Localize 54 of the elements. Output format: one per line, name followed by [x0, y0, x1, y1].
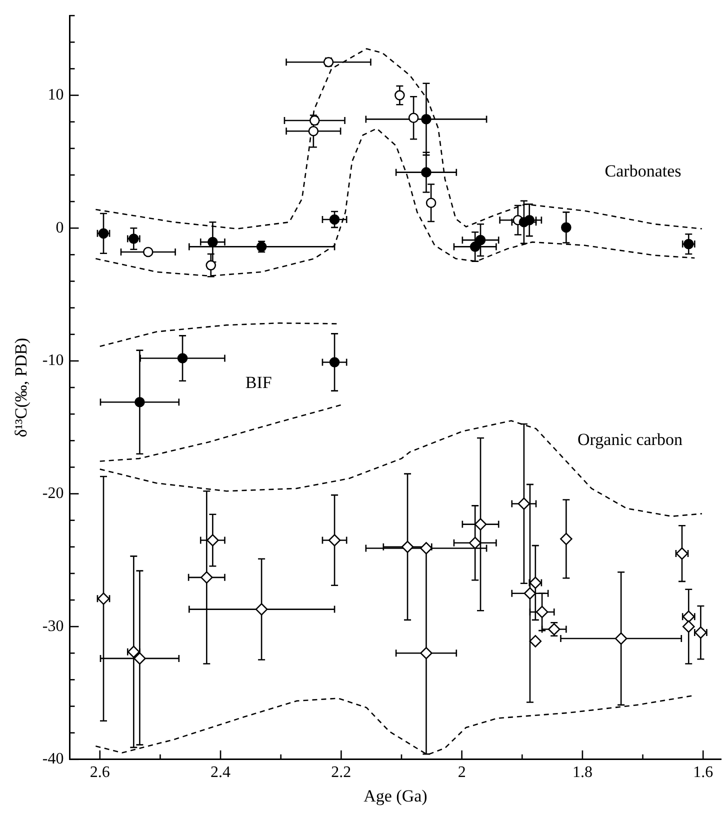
- point: [394, 90, 405, 100]
- x-tick-label: 1.6: [693, 764, 714, 782]
- point: [524, 587, 536, 600]
- point: [401, 540, 414, 554]
- x-axis-title: Age (Ga): [364, 786, 428, 806]
- point: [426, 198, 436, 208]
- point: [524, 214, 535, 226]
- point: [420, 646, 432, 660]
- y-tick-label: -20: [42, 484, 64, 502]
- point: [529, 635, 542, 648]
- point: [561, 222, 572, 233]
- point: [614, 632, 628, 645]
- y-tick-label: 0: [56, 219, 64, 236]
- x-tick-label: 2.6: [90, 764, 110, 782]
- point: [329, 357, 340, 368]
- x-tick-label: 1.8: [572, 764, 592, 782]
- point: [206, 260, 216, 270]
- point: [420, 542, 432, 554]
- point: [177, 353, 188, 364]
- point: [200, 571, 213, 584]
- line-series: [95, 128, 696, 277]
- point: [536, 606, 548, 618]
- point: [134, 396, 145, 408]
- point: [421, 114, 432, 124]
- point: [208, 236, 218, 248]
- point: [134, 652, 146, 665]
- point: [408, 112, 419, 124]
- point: [474, 518, 487, 530]
- point: [206, 534, 219, 546]
- y-tick-label: 10: [48, 86, 64, 104]
- point: [308, 126, 319, 136]
- annotation: Organic carbon: [578, 430, 683, 449]
- y-tick-label: -30: [42, 618, 64, 635]
- y-tick-label: -10: [42, 352, 64, 370]
- point: [560, 532, 572, 546]
- point: [682, 620, 695, 633]
- annotation: BIF: [245, 373, 272, 392]
- point: [142, 246, 154, 258]
- annotation: Carbonates: [604, 161, 682, 180]
- x-tick-label: 2: [458, 764, 466, 782]
- point: [518, 498, 530, 510]
- point: [470, 242, 480, 252]
- line-series: [99, 404, 342, 462]
- point: [475, 234, 486, 246]
- y-axis-title: δ¹³C(‰, PDB): [12, 338, 31, 438]
- point: [328, 534, 341, 546]
- point: [421, 167, 432, 178]
- x-tick-label: 2.2: [331, 764, 352, 782]
- line-series: [99, 322, 338, 347]
- y-tick-label: -40: [42, 750, 64, 768]
- point: [329, 214, 340, 225]
- point: [255, 603, 268, 616]
- point: [468, 536, 482, 550]
- x-tick-label: 2.4: [210, 764, 231, 782]
